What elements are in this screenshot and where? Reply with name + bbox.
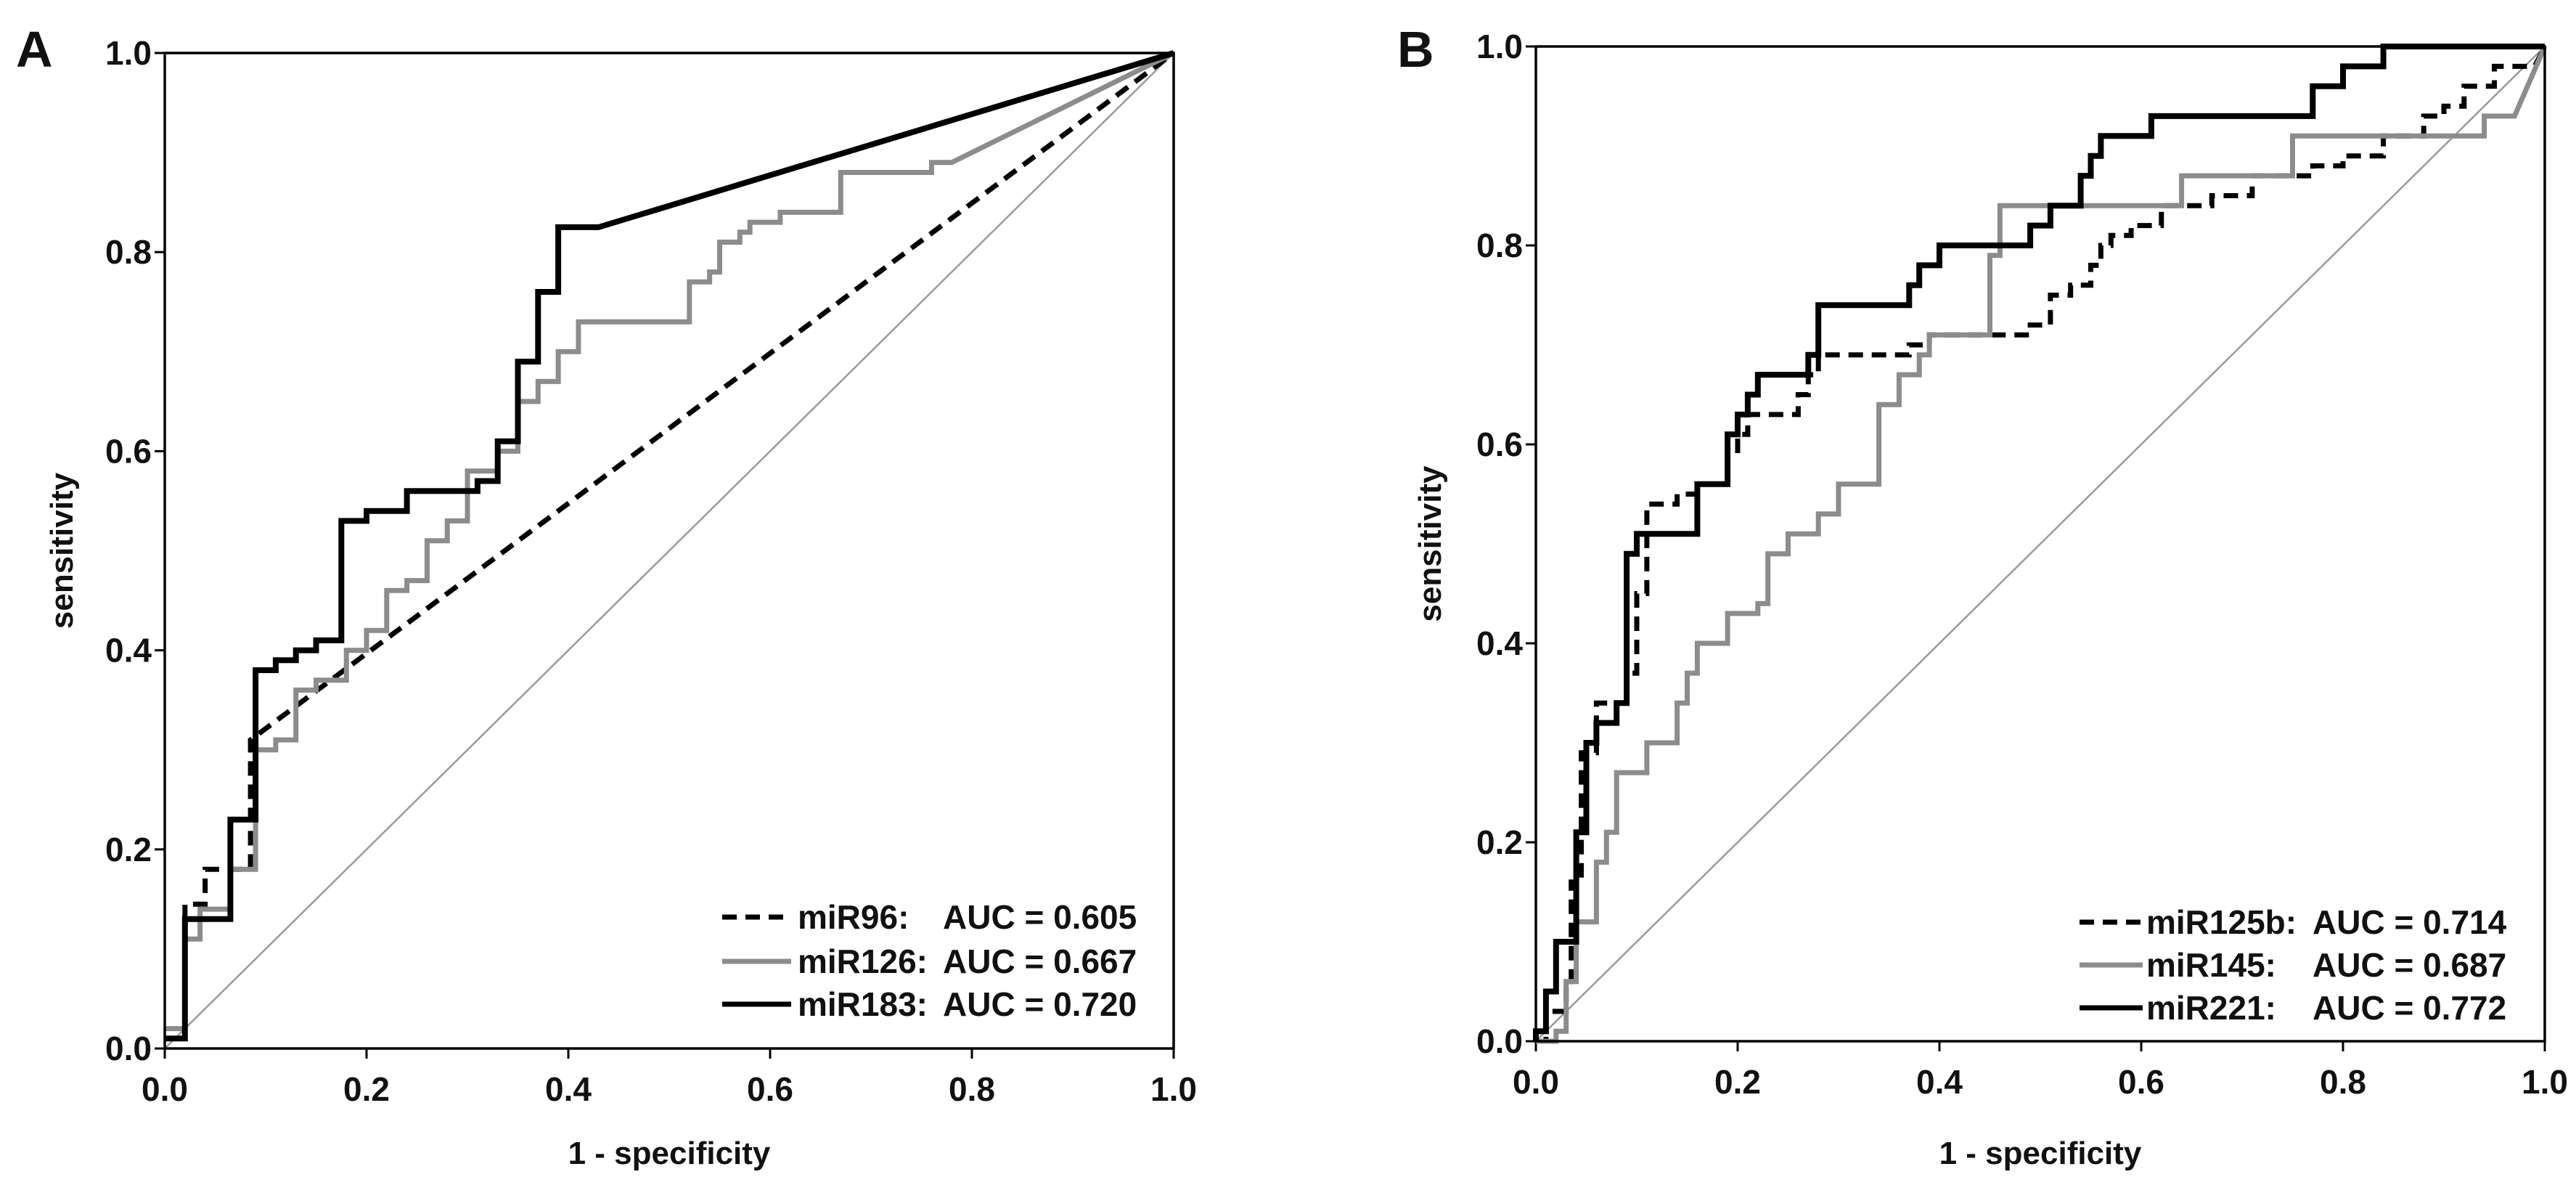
legend: miR96: AUC = 0.605 miR126: AUC = 0.667 miR18… [722,898,1137,1023]
roc-curve-miR96 [165,51,1176,1041]
legend-item-miR183: miR183: AUC = 0.720 [722,985,1137,1023]
reference-diagonal-line [1535,46,2546,1042]
y-tick-label: 1.0 [1476,28,1523,65]
roc-panel-A: A 0.0 0.2 0.4 0.6 0.8 1.0 0.0 0.2 0.4 0.6 0.8 1.0 1 -… [16,21,1197,1171]
y-tick-label: 1.0 [105,34,152,72]
y-axis-title: sensitivity [44,472,80,629]
x-tick-label: 1.0 [1150,1070,1197,1108]
x-tick-label: 1.0 [2522,1063,2568,1101]
y-tick-label: 0.0 [1476,1022,1523,1060]
legend-item-miR221: miR221: AUC = 0.772 [2080,989,2506,1027]
legend-auc-value: AUC = 0.720 [943,985,1137,1023]
x-tick-label: 0.0 [142,1070,188,1108]
y-tick-label: 0.4 [1476,624,1523,662]
y-tick-label: 0.6 [1476,425,1523,463]
y-axis-title: sensitivity [1412,465,1448,622]
y-tick-label: 0.6 [105,432,152,470]
panel-label: A [16,21,53,78]
legend-series-name: miR125b: [2146,903,2297,941]
y-tick-label: 0.8 [105,233,152,271]
roc-curve-miR126 [165,50,1175,1032]
legend-auc-value: AUC = 0.687 [2313,946,2506,984]
legend-series-name: miR183: [798,985,928,1023]
roc-curve-miR183 [165,50,1175,1042]
y-tick-label: 0.0 [105,1030,152,1067]
legend-series-name: miR221: [2146,989,2276,1027]
x-tick-label: 0.4 [1916,1063,1963,1101]
legend-auc-value: AUC = 0.667 [943,942,1137,980]
x-tick-label: 0.2 [343,1070,390,1108]
x-tick-label: 0.6 [2118,1063,2164,1101]
legend-series-name: miR145: [2146,946,2276,984]
roc-curve-miR221 [1533,44,2545,1041]
y-tick-label: 0.4 [105,632,152,669]
legend-auc-value: AUC = 0.714 [2313,903,2507,941]
roc-curve-miR145 [1536,45,2548,1044]
x-tick-label: 0.6 [747,1070,793,1108]
legend-item-miR126: miR126: AUC = 0.667 [722,942,1137,980]
reference-diagonal-line [164,52,1174,1049]
plot-frame [163,52,1175,1050]
roc-panel-B: B 0.0 0.2 0.4 0.6 0.8 1.0 0.0 0.2 0.4 0.6 0.8 1.0 1 -… [1397,21,2568,1171]
panel-label: B [1397,21,1434,78]
legend-item-miR96: miR96: AUC = 0.605 [722,898,1137,936]
plot-frame [1534,45,2546,1043]
x-axis-title: 1 - specificity [568,1136,771,1171]
x-axis-title: 1 - specificity [1939,1136,2142,1171]
x-tick-label: 0.2 [1714,1063,1761,1101]
y-tick-label: 0.2 [105,831,152,868]
legend-series-name: miR96: [798,898,909,936]
legend-item-miR125b: miR125b: AUC = 0.714 [2080,903,2507,941]
y-tick-label: 0.2 [1476,823,1523,861]
x-tick-label: 0.8 [949,1070,995,1108]
legend-auc-value: AUC = 0.772 [2313,989,2506,1027]
x-tick-label: 0.8 [2320,1063,2366,1101]
legend-series-name: miR126: [798,942,928,980]
x-tick-label: 0.4 [545,1070,592,1108]
x-tick-label: 0.0 [1513,1063,1559,1101]
y-tick-label: 0.8 [1476,227,1523,264]
legend-auc-value: AUC = 0.605 [943,898,1137,936]
legend-item-miR145: miR145: AUC = 0.687 [2080,946,2506,984]
